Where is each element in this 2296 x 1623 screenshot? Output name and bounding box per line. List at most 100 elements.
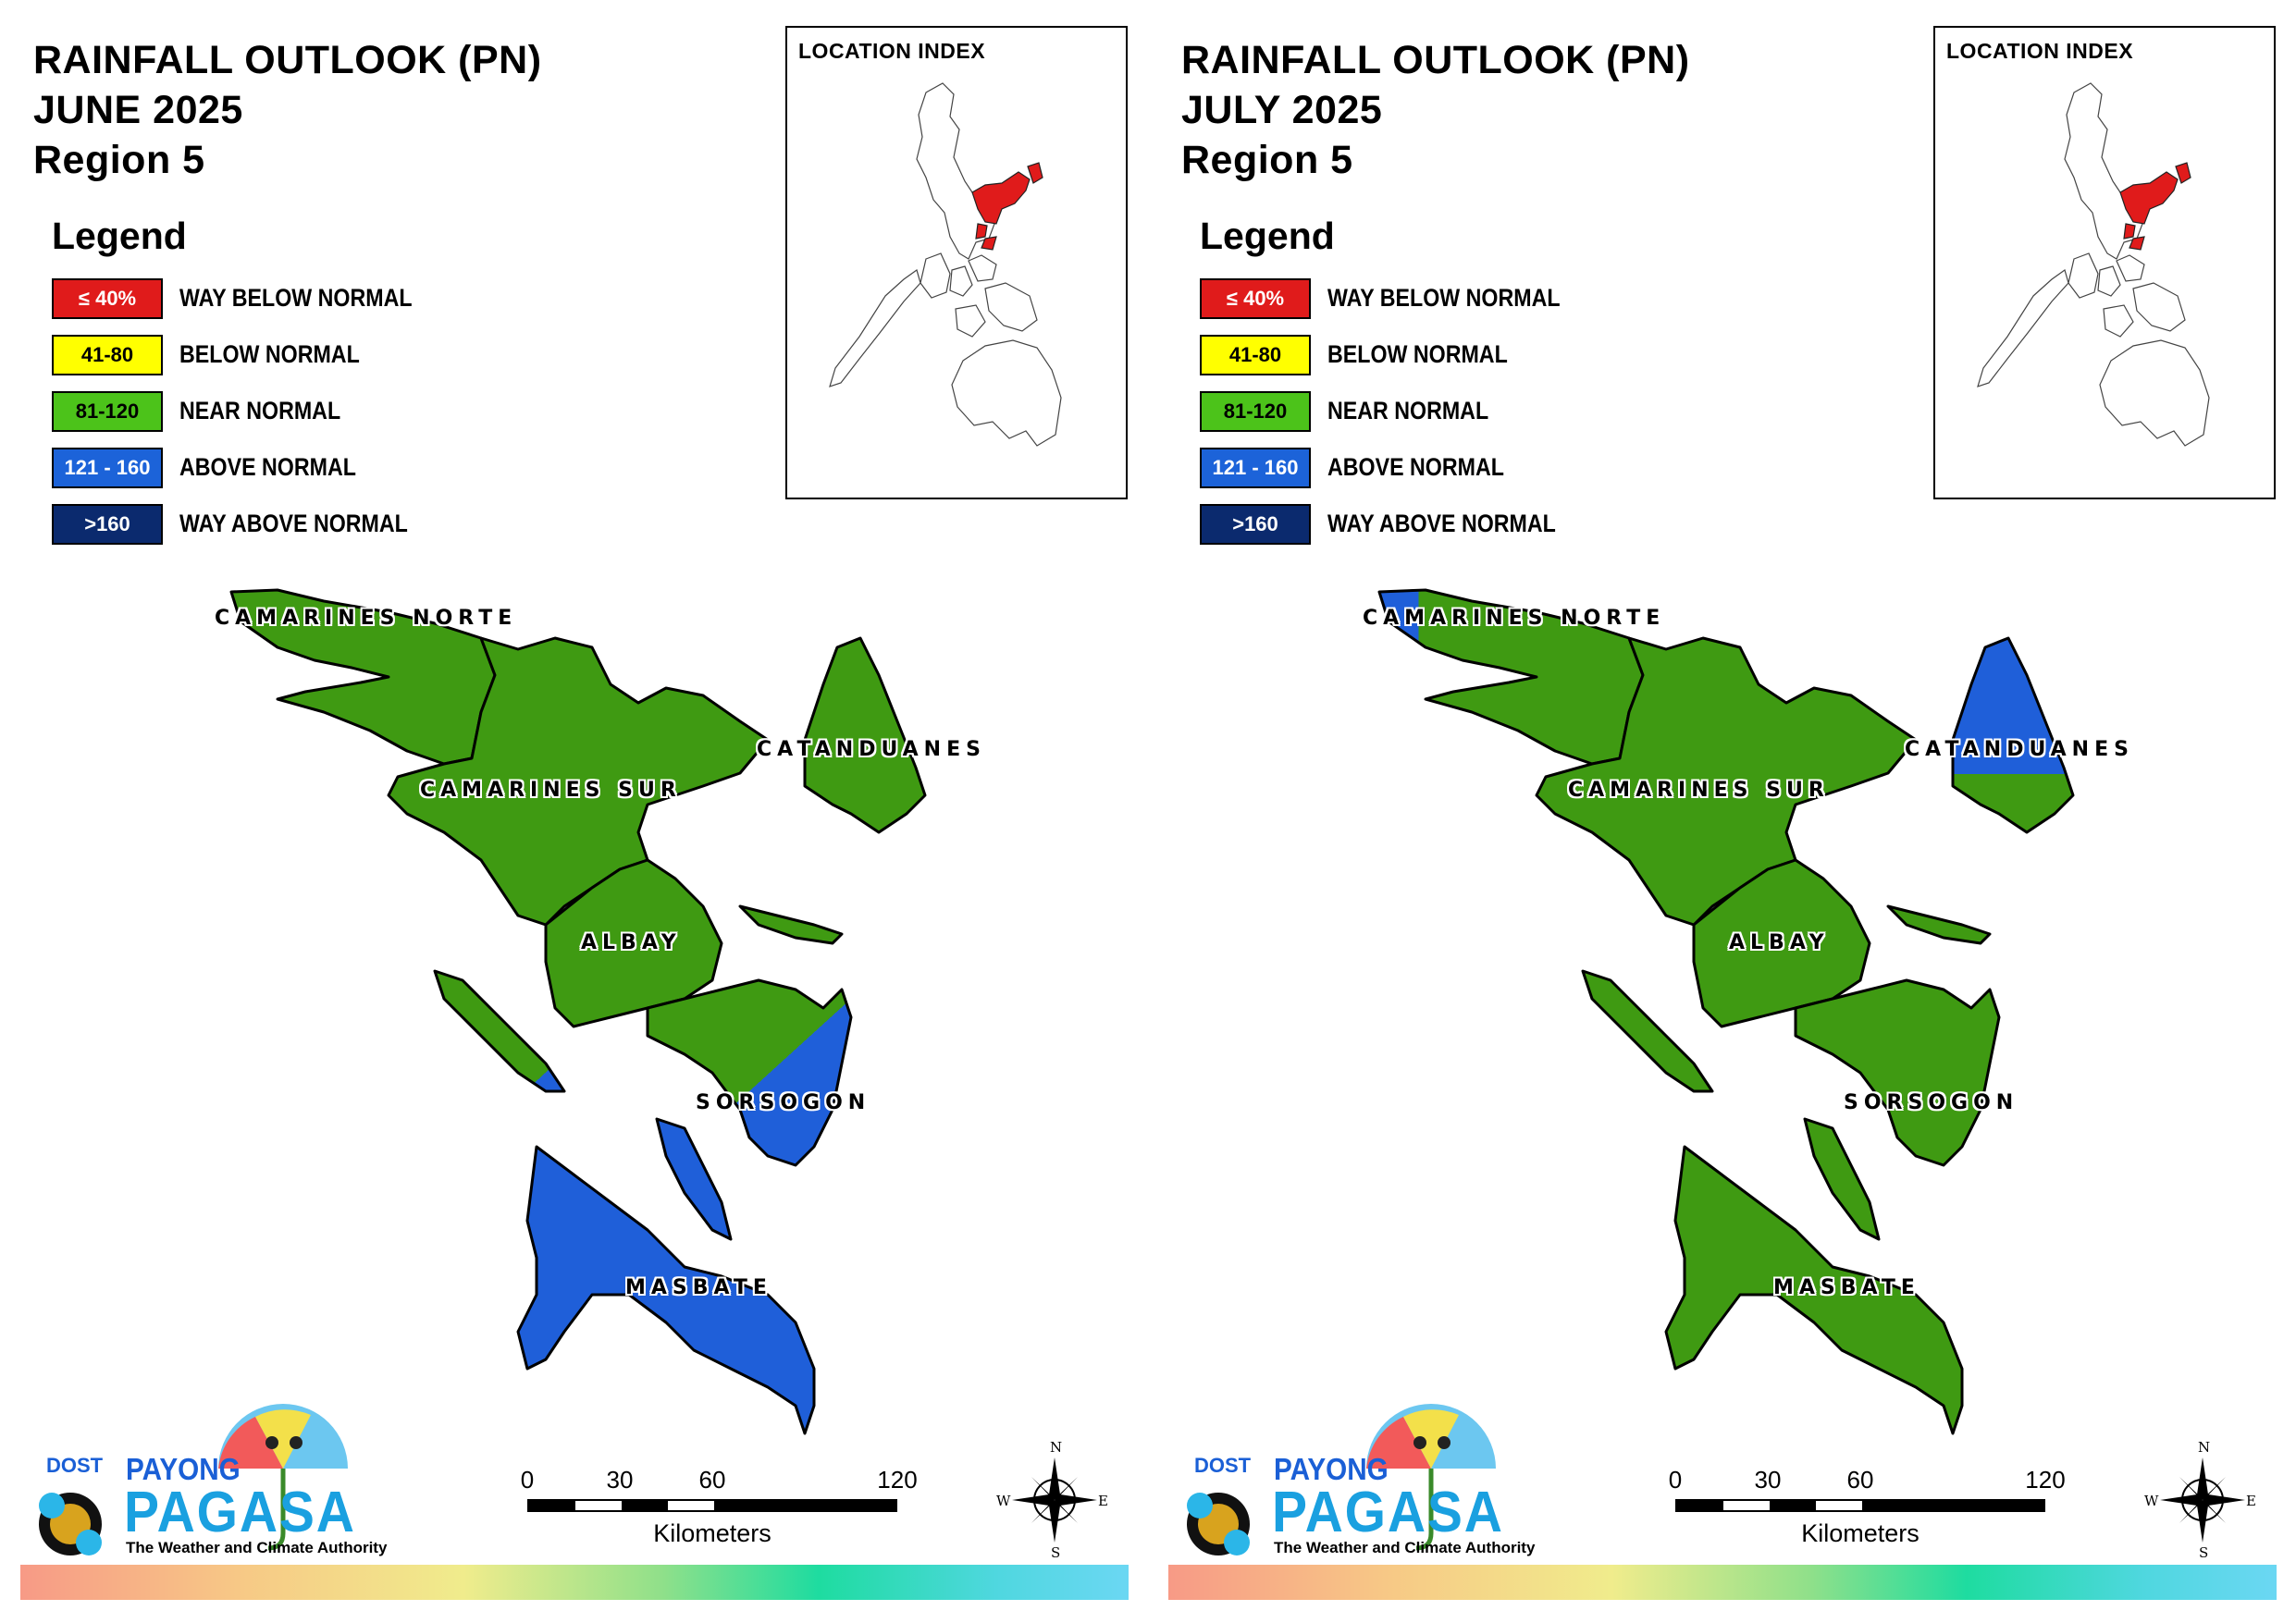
- legend-item: 81-120 NEAR NORMAL: [52, 391, 340, 448]
- philippines-inset-map: [829, 82, 1062, 447]
- province-label: CATANDUANES: [757, 738, 986, 761]
- island-ticao: [1803, 1117, 1881, 1241]
- scale-bar: 0 30 60 120 Kilometers: [1669, 1466, 2066, 1549]
- legend-swatch: >160: [1200, 504, 1311, 545]
- province-label: CAMARINES SUR: [1568, 779, 1830, 802]
- legend-item: 41-80 BELOW NORMAL: [1200, 335, 1508, 391]
- location-index-inset: LOCATION INDEX: [1933, 26, 2276, 499]
- location-index-inset: LOCATION INDEX: [785, 26, 1128, 499]
- province-sorsogon: [646, 978, 853, 1167]
- map-title: RAINFALL OUTLOOK (PN) JULY 2025 Region 5: [1181, 35, 1690, 185]
- panel-june: RAINFALL OUTLOOK (PN) JUNE 2025 Region 5…: [20, 26, 1129, 1600]
- island-rapu-rapu: [1886, 904, 1992, 945]
- logo-payong-text: PAYONG: [126, 1452, 241, 1486]
- scale-bar-graphic: [527, 1499, 897, 1512]
- logo-tagline: The Weather and Climate Authority: [1274, 1539, 1536, 1556]
- title-month: JUNE 2025: [33, 88, 243, 132]
- legend: Legend ≤ 40% WAY BELOW NORMAL 41-80 BELOW N…: [1200, 215, 1561, 560]
- legend-label: ABOVE NORMAL: [179, 453, 356, 481]
- compass-n: N: [1050, 1439, 1063, 1456]
- province-label: MASBATE: [1773, 1276, 1920, 1299]
- panel-july: RAINFALL OUTLOOK (PN) JULY 2025 Region 5…: [1148, 0, 2296, 1623]
- province-camarines-norte: [229, 588, 497, 766]
- legend-label: ABOVE NORMAL: [1327, 453, 1504, 481]
- province-label: SORSOGON: [1844, 1091, 2019, 1114]
- legend-swatch: ≤ 40%: [1200, 278, 1311, 319]
- payong-pagasa-logo: DOST PAYONG PAGASA The Weather and Clima…: [33, 1395, 388, 1561]
- province-albay: [1692, 858, 1871, 1028]
- umbrella-logo-icon: [1187, 1404, 1496, 1555]
- title-region: Region 5: [33, 138, 205, 182]
- title-month: JULY 2025: [1181, 88, 1383, 132]
- legend-swatch: 81-120: [52, 391, 163, 432]
- compass-n: N: [2198, 1439, 2211, 1456]
- legend-label: BELOW NORMAL: [179, 340, 360, 368]
- island-rapu-rapu: [738, 904, 844, 945]
- compass-e: E: [2246, 1493, 2256, 1509]
- legend-title: Legend: [52, 215, 187, 257]
- legend-item: 81-120 NEAR NORMAL: [1200, 391, 1488, 448]
- province-albay: [544, 858, 723, 1028]
- scale-tick: 120: [877, 1466, 918, 1494]
- logo-dost-text: DOST: [46, 1454, 104, 1477]
- legend-swatch: 41-80: [52, 335, 163, 375]
- legend-swatch: 121 - 160: [52, 448, 163, 488]
- compass-rose-icon: N E S W: [2144, 1439, 2256, 1561]
- province-label: CAMARINES NORTE: [215, 607, 518, 630]
- region5-map: [229, 588, 927, 1435]
- scale-tick: 60: [698, 1466, 726, 1494]
- province-label: CAMARINES SUR: [420, 779, 682, 802]
- legend-item: >160 WAY ABOVE NORMAL: [1200, 504, 1556, 560]
- legend-label: BELOW NORMAL: [1327, 340, 1508, 368]
- legend-swatch: >160: [52, 504, 163, 545]
- island-ticao: [655, 1117, 733, 1241]
- inset-title: LOCATION INDEX: [798, 39, 986, 63]
- legend-swatch: ≤ 40%: [52, 278, 163, 319]
- legend-swatch: 41-80: [1200, 335, 1311, 375]
- legend-label: NEAR NORMAL: [179, 397, 341, 424]
- scale-unit-label: Kilometers: [653, 1519, 772, 1547]
- legend-item: ≤ 40% WAY BELOW NORMAL: [1200, 278, 1561, 335]
- compass-rose-icon: N E S W: [996, 1439, 1108, 1561]
- scale-tick: 30: [606, 1466, 634, 1494]
- scale-bar: 0 30 60 120 Kilometers: [521, 1466, 918, 1549]
- scale-tick: 60: [1846, 1466, 1874, 1494]
- logo-tagline: The Weather and Climate Authority: [126, 1539, 388, 1556]
- compass-s: S: [1051, 1544, 1061, 1561]
- compass-w: W: [2144, 1493, 2159, 1509]
- province-camarines-norte: [1377, 588, 1645, 766]
- scale-bar-graphic: [1675, 1499, 2045, 1512]
- province-masbate: [1664, 1145, 1964, 1435]
- province-masbate: [516, 1145, 816, 1435]
- scale-tick: 120: [2025, 1466, 2066, 1494]
- province-label: CATANDUANES: [1905, 738, 2134, 761]
- title-line-1: RAINFALL OUTLOOK (PN): [1181, 38, 1690, 82]
- province-label: CAMARINES NORTE: [1363, 607, 1666, 630]
- legend-item: 121 - 160 ABOVE NORMAL: [1200, 448, 1504, 504]
- gradient-footer-bar: [1168, 1565, 2277, 1600]
- province-label: ALBAY: [581, 931, 682, 954]
- legend-label: NEAR NORMAL: [1327, 397, 1489, 424]
- philippines-inset-map: [1977, 82, 2210, 447]
- province-label: SORSOGON: [696, 1091, 871, 1114]
- scale-tick: 30: [1754, 1466, 1782, 1494]
- island-burias: [433, 969, 566, 1093]
- logo-pagasa-text: PAGASA: [1272, 1481, 1504, 1544]
- legend-label: WAY ABOVE NORMAL: [1327, 510, 1556, 537]
- logo-payong-text: PAYONG: [1274, 1452, 1389, 1486]
- region5-map: [1377, 588, 2075, 1435]
- province-catanduanes: [1951, 636, 2075, 834]
- legend-item: ≤ 40% WAY BELOW NORMAL: [52, 278, 413, 335]
- province-catanduanes: [803, 636, 927, 834]
- legend-swatch: 121 - 160: [1200, 448, 1311, 488]
- legend-label: WAY BELOW NORMAL: [1327, 284, 1561, 312]
- province-sorsogon: [1794, 978, 2001, 1167]
- inset-title: LOCATION INDEX: [1946, 39, 2134, 63]
- province-label: ALBAY: [1729, 931, 1830, 954]
- logo-pagasa-text: PAGASA: [124, 1481, 356, 1544]
- legend-label: WAY ABOVE NORMAL: [179, 510, 408, 537]
- compass-e: E: [1098, 1493, 1108, 1509]
- legend: Legend ≤ 40% WAY BELOW NORMAL 41-80 BELOW N…: [52, 215, 413, 560]
- map-title: RAINFALL OUTLOOK (PN) JUNE 2025 Region 5: [33, 35, 542, 185]
- legend-item: >160 WAY ABOVE NORMAL: [52, 504, 408, 560]
